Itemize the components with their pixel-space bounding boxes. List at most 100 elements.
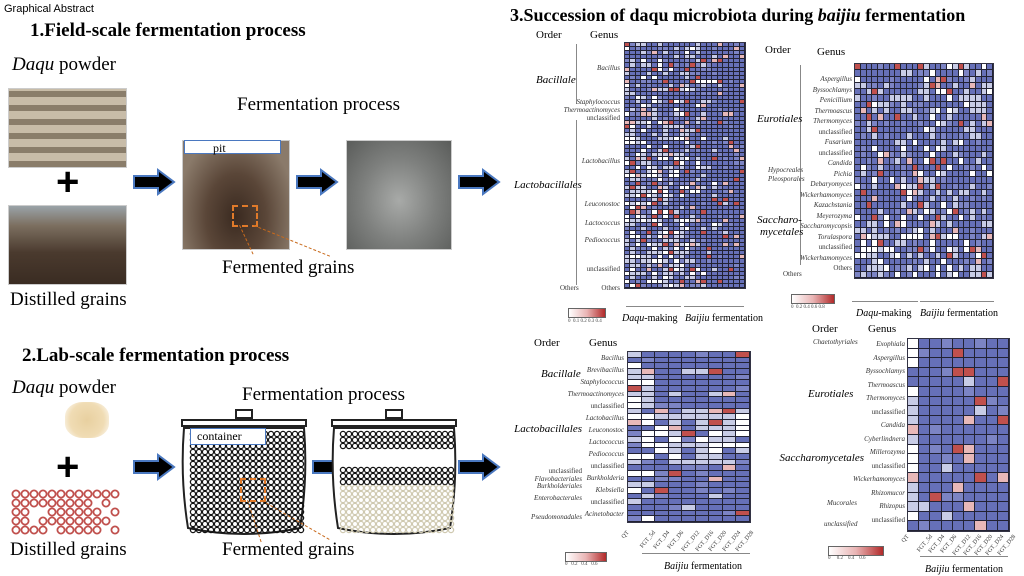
heatmap-cell (855, 108, 861, 115)
heatmap-cell (674, 202, 680, 207)
heatmap-cell (690, 226, 696, 231)
heatmap-cell (668, 177, 675, 182)
heatmap-cell (975, 502, 987, 512)
heatmap-cell (866, 82, 873, 90)
heatmap-cell (855, 158, 861, 165)
heatmap-cell (679, 112, 685, 117)
bracket (576, 120, 577, 285)
heatmap-cell (652, 279, 658, 284)
heatmap-cell (912, 133, 919, 140)
heatmap-cell (975, 265, 982, 272)
heatmap-cell (883, 70, 890, 77)
heatmap-cell (723, 230, 729, 235)
heatmap-cell (682, 357, 696, 364)
heatmap-cell (712, 79, 718, 84)
heatmap-cell (912, 95, 919, 102)
heatmap-cell (901, 126, 907, 134)
heatmap-cell (690, 230, 696, 235)
heatmap-cell (855, 64, 861, 71)
heatmap-cell (717, 255, 724, 260)
heatmap-cell (901, 89, 907, 96)
heatmap-cell (625, 75, 631, 80)
heatmap-cell (674, 255, 680, 260)
heatmap-cell (668, 71, 675, 76)
heatmap-cell (674, 259, 680, 264)
heatmap-cell (855, 265, 861, 272)
heatmap-cell (685, 255, 691, 260)
heatmap-cell (652, 247, 658, 252)
heatmap-cell (685, 75, 691, 80)
heatmap-cell (739, 96, 745, 101)
heatmap-cell (906, 170, 913, 178)
heatmap-cell (947, 139, 953, 146)
heatmap-cell (630, 104, 636, 109)
heatmap-cell (860, 70, 867, 77)
heatmap-cell (952, 473, 965, 483)
heatmap-cell (728, 243, 735, 248)
heatmap-cell (663, 165, 669, 170)
heatmap-cell (679, 275, 685, 280)
heatmap-cell (981, 189, 988, 197)
heatmap-cell (908, 502, 920, 512)
heatmap-cell (712, 149, 718, 154)
heatmap-cell (663, 145, 669, 150)
heatmap-cell (668, 259, 675, 264)
heatmap-cell (739, 283, 745, 288)
heatmap-cell (646, 51, 653, 56)
heatmap-cell (630, 194, 636, 199)
fermentation-process-label-2: Fermentation process (242, 384, 406, 405)
heatmap-cell (695, 357, 710, 364)
heatmap-cell (987, 271, 993, 278)
heatmap-cell (690, 55, 696, 60)
heatmap-cell (975, 95, 982, 102)
heatmap-cell (701, 124, 707, 129)
heatmap-cell (646, 47, 653, 52)
heatmap-cell (986, 473, 998, 483)
heatmap-cell (941, 339, 953, 349)
heatmap-cell (924, 233, 930, 241)
heatmap-cell (717, 55, 724, 60)
heatmap-cell (941, 183, 947, 190)
heatmap-cell (712, 169, 718, 174)
heatmap-cell (690, 120, 696, 125)
heatmap-cell (736, 436, 750, 443)
heatmap-cell (657, 234, 664, 239)
heatmap-cell (674, 100, 680, 105)
order-label: Pleosporales (768, 175, 805, 183)
heatmap-cell (641, 59, 647, 64)
heatmap-cell (685, 149, 691, 154)
heatmap-cell (641, 493, 656, 500)
heatmap-cell (883, 227, 890, 234)
heatmap-cell (964, 139, 970, 146)
heatmap-cell (646, 243, 653, 248)
daqu-powder-label-2: Daqu powder (12, 377, 116, 399)
heatmap-cell (941, 202, 947, 209)
heatmap-cell (628, 442, 642, 449)
heatmap-cell (625, 255, 631, 260)
heatmap-cell (860, 215, 867, 222)
heatmap-cell (889, 196, 896, 203)
heatmap-cell (883, 271, 890, 278)
heatmap-cell (872, 70, 878, 77)
heatmap-cell (918, 145, 924, 153)
heatmap-cell (906, 208, 913, 216)
heatmap-cell (918, 108, 924, 115)
heatmap-cell (924, 95, 930, 102)
heatmap-cell (912, 233, 919, 241)
heatmap-cell (981, 120, 988, 127)
heatmap-cell (717, 243, 724, 248)
heatmap-cell (930, 406, 942, 416)
heatmap-cell (717, 198, 724, 203)
heatmap-cell (652, 55, 658, 60)
heatmap-cell (964, 221, 970, 228)
heatmap-cell (695, 414, 710, 420)
heatmap-cell (947, 196, 953, 203)
heatmap-cell (918, 196, 924, 203)
heatmap-cell (736, 476, 750, 483)
heatmap-cell (855, 246, 861, 253)
heatmap-cell (717, 218, 724, 223)
heatmap-cell (635, 177, 642, 182)
heatmap-cell (739, 145, 745, 150)
heatmap-cell (685, 87, 691, 92)
heatmap-cell (981, 95, 988, 102)
